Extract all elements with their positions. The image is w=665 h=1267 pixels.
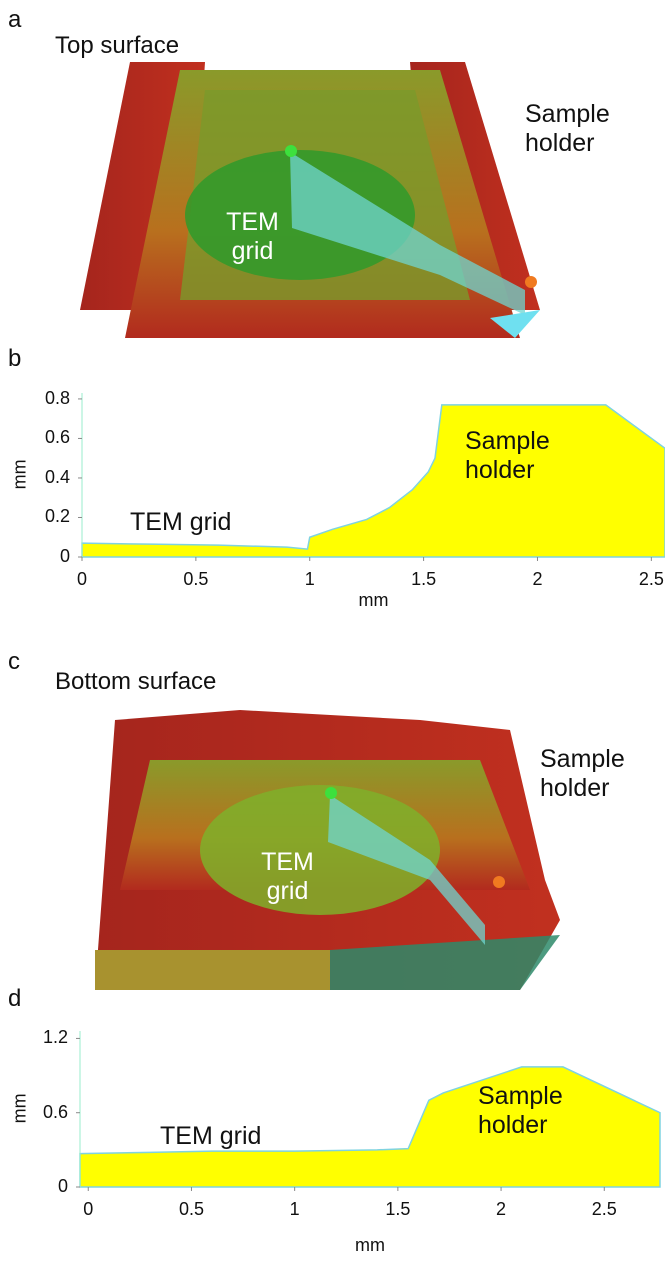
x-tick-label: 1	[280, 569, 340, 590]
annotation: TEM grid	[250, 848, 325, 906]
y-tick-label: 0.8	[20, 388, 70, 409]
x-tick-label: 0	[58, 1199, 118, 1220]
y-tick-label: 0.2	[20, 506, 70, 527]
x-tick-label: 1	[265, 1199, 325, 1220]
y-axis-label: mm	[10, 1088, 31, 1128]
annotation: Sample holder	[540, 745, 650, 803]
panel-label: b	[8, 345, 21, 373]
y-tick-label: 1.2	[18, 1027, 68, 1048]
x-tick-label: 0	[52, 569, 112, 590]
figure-canvas	[0, 0, 665, 1267]
figure: {"figure": { "a": {"label": "a", "title"…	[0, 0, 665, 1267]
x-axis-label: mm	[320, 1235, 420, 1256]
annotation: Sample holder	[465, 427, 595, 485]
x-tick-label: 2	[507, 569, 567, 590]
annotation: Sample holder	[478, 1082, 608, 1140]
x-tick-label: 0.5	[161, 1199, 221, 1220]
y-tick-label: 0	[20, 546, 70, 567]
x-axis-label: mm	[324, 590, 424, 611]
x-tick-label: 1.5	[368, 1199, 428, 1220]
panel-title: Bottom surface	[55, 668, 216, 696]
x-tick-label: 1.5	[394, 569, 454, 590]
x-tick-label: 0.5	[166, 569, 226, 590]
annotation: TEM grid	[160, 1122, 360, 1151]
x-tick-label: 2	[471, 1199, 531, 1220]
panel-label: a	[8, 6, 21, 34]
annotation: TEM grid	[215, 208, 290, 266]
annotation: TEM grid	[130, 508, 330, 537]
y-tick-label: 0.6	[20, 427, 70, 448]
panel-title: Top surface	[55, 32, 179, 60]
x-tick-label: 2.5	[574, 1199, 634, 1220]
y-tick-label: 0	[18, 1176, 68, 1197]
panel-label: d	[8, 985, 21, 1013]
render-top-surface	[80, 62, 540, 338]
x-tick-label: 2.5	[621, 569, 665, 590]
render-bottom-surface	[95, 710, 560, 990]
y-axis-label: mm	[10, 454, 31, 494]
annotation: Sample holder	[525, 100, 635, 158]
panel-label: c	[8, 648, 20, 676]
